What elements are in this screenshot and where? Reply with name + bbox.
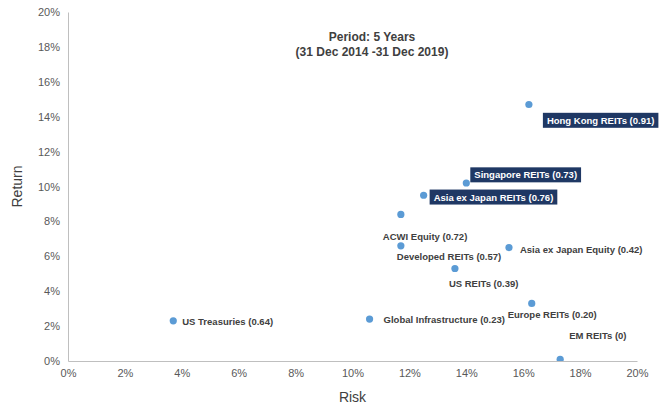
x-tick: 20%: [626, 361, 648, 379]
x-tick: 8%: [288, 361, 304, 379]
y-tick-label: 16%: [38, 76, 60, 88]
point: [420, 192, 427, 199]
y-tick: 0%: [44, 355, 68, 367]
x-tick-label: 4%: [174, 367, 190, 379]
x-tick: 16%: [513, 361, 535, 379]
x-tick-label: 14%: [456, 367, 478, 379]
point-label-group: Hong Kong REITs (0.91): [543, 113, 659, 128]
chart: 0% 2% 4% 6% 8% 10% 12% 14% 16% 18% 20% 0% 2% 4% 6% 8% 10…: [0, 0, 659, 410]
point: [505, 244, 512, 251]
x-tick: 2%: [117, 361, 133, 379]
x-tick: 0%: [61, 361, 77, 379]
point-label-group: Asia ex Japan REITs (0.76): [430, 190, 558, 205]
point-label: US REITs (0.39): [449, 278, 519, 289]
label-highlight: [470, 167, 581, 182]
point-label: Asia ex Japan REITs (0.76): [434, 192, 554, 203]
point-label-group: ACWI Equity (0.72): [383, 231, 467, 242]
y-tick-label: 12%: [38, 146, 60, 158]
point-label: EM REITs (0): [569, 330, 626, 341]
y-tick-label: 4%: [44, 285, 60, 297]
point-label: ACWI Equity (0.72): [383, 231, 467, 242]
point-label: Developed REITs (0.57): [397, 251, 501, 262]
y-axis: 0% 2% 4% 6% 8% 10% 12% 14% 16% 18% 20%: [38, 6, 69, 367]
y-tick-label: 14%: [38, 111, 60, 123]
point-label: Hong Kong REITs (0.91): [547, 115, 655, 126]
point-label-group: Europe REITs (0.20): [508, 309, 597, 320]
point-label: Singapore REITs (0.73): [474, 169, 577, 180]
title: Period: 5 Years: [329, 30, 416, 44]
y-tick-label: 10%: [38, 181, 60, 193]
y-tick-label: 8%: [44, 215, 60, 227]
point-label-group: Asia ex Japan Equity (0.42): [520, 244, 643, 255]
point-label: Europe REITs (0.20): [508, 309, 597, 320]
y-tick: 18%: [38, 41, 68, 53]
point: [528, 300, 535, 307]
x-axis-line: [69, 361, 638, 362]
point-label-group: Global Infrastructure (0.23): [384, 314, 505, 325]
x-tick: 12%: [399, 361, 421, 379]
y-tick-label: 0%: [44, 355, 60, 367]
x-tick-label: 12%: [399, 367, 421, 379]
y-tick: 12%: [38, 146, 68, 158]
point-label-group: US REITs (0.39): [449, 278, 519, 289]
subtitle: (31 Dec 2014 -31 Dec 2019): [296, 45, 449, 59]
y-tick-label: 20%: [38, 6, 60, 18]
point-label-group: Singapore REITs (0.73): [470, 167, 581, 182]
label-highlight: [430, 190, 558, 205]
x-tick-label: 0%: [61, 367, 77, 379]
y-axis-line: [68, 13, 69, 362]
point: [366, 316, 373, 323]
point: [397, 242, 404, 249]
y-tick: 4%: [44, 285, 68, 297]
x-tick: 6%: [231, 361, 247, 379]
point: [463, 179, 470, 186]
x-tick-label: 10%: [342, 367, 364, 379]
point-label: Global Infrastructure (0.23): [384, 314, 505, 325]
y-tick: 16%: [38, 76, 68, 88]
point: [170, 317, 177, 324]
x-axis: 0% 2% 4% 6% 8% 10% 12% 14% 16% 18% 20%: [61, 361, 649, 379]
x-tick-label: 20%: [626, 367, 648, 379]
y-tick: 8%: [44, 215, 68, 227]
point: [451, 265, 458, 272]
point-label: Asia ex Japan Equity (0.42): [520, 244, 643, 255]
y-tick: 2%: [44, 320, 68, 332]
point: [557, 356, 564, 361]
point-label-group: Developed REITs (0.57): [397, 251, 501, 262]
y-tick: 10%: [38, 181, 68, 193]
x-tick-label: 2%: [117, 367, 133, 379]
x-tick-label: 18%: [570, 367, 592, 379]
x-tick-label: 6%: [231, 367, 247, 379]
x-tick: 10%: [342, 361, 364, 379]
plot: 0% 2% 4% 6% 8% 10% 12% 14% 16% 18% 20% 0% 2% 4% 6% 8% 10…: [38, 6, 658, 379]
x-tick-label: 8%: [288, 367, 304, 379]
y-tick: 20%: [38, 6, 68, 18]
point-label-group: EM REITs (0): [569, 330, 626, 341]
x-tick: 4%: [174, 361, 190, 379]
point-label-group: US Treasuries (0.64): [182, 316, 273, 327]
y-tick-label: 18%: [38, 41, 60, 53]
y-tick: 6%: [44, 250, 68, 262]
y-tick-label: 2%: [44, 320, 60, 332]
label-highlight: [543, 113, 659, 128]
point: [397, 211, 404, 218]
point-labels: US Treasuries (0.64) Global Infrastructur…: [182, 113, 658, 341]
x-tick-label: 16%: [513, 367, 535, 379]
point: [525, 101, 532, 108]
points: [170, 101, 564, 361]
y-tick: 14%: [38, 111, 68, 123]
x-tick: 14%: [456, 361, 478, 379]
y-axis-title: Return: [9, 165, 25, 207]
point-label: US Treasuries (0.64): [182, 316, 273, 327]
x-axis-title: Risk: [339, 389, 367, 405]
x-tick: 18%: [570, 361, 592, 379]
y-tick-label: 6%: [44, 250, 60, 262]
